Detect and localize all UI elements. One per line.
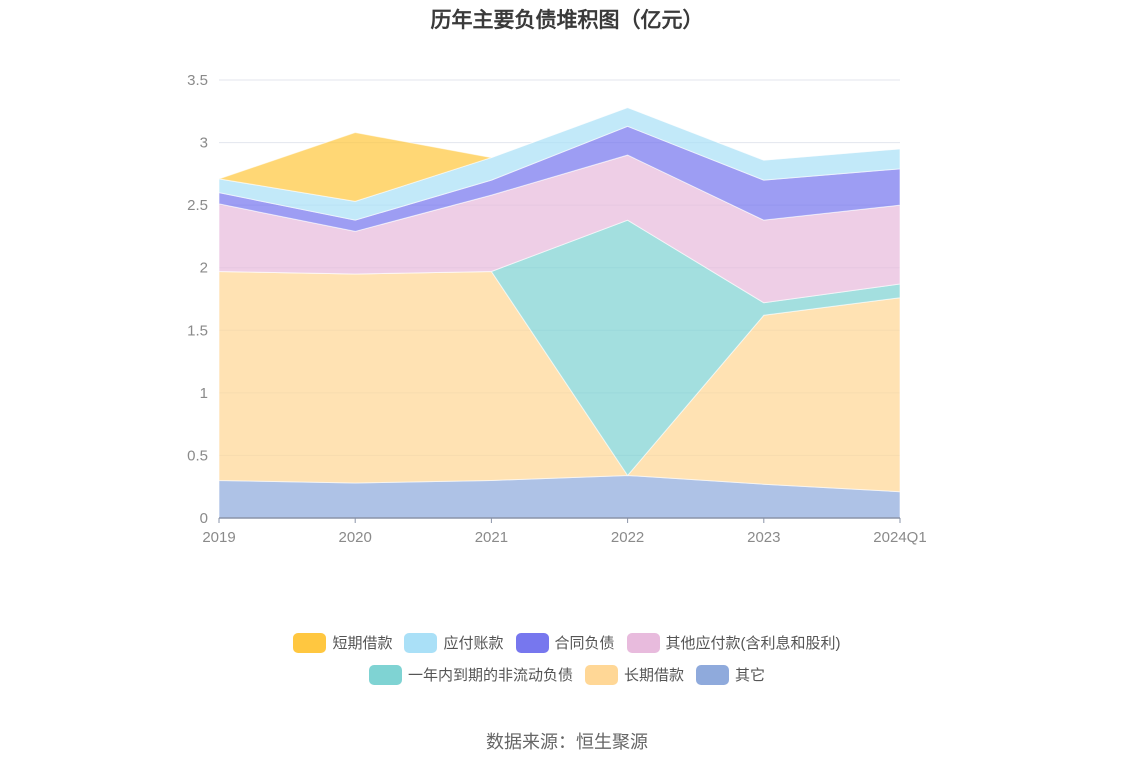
- area-series: [218, 106, 901, 519]
- legend-swatch: [368, 664, 402, 685]
- legend-item[interactable]: 长期借款: [584, 664, 684, 685]
- y-tick-label: 0: [200, 510, 208, 527]
- legend-label: 应付账款: [443, 635, 504, 652]
- legend-label: 合同负债: [554, 635, 615, 652]
- x-tick-label: 2022: [611, 529, 644, 546]
- legend-swatch: [584, 664, 618, 685]
- x-tick-label: 2024Q1: [873, 529, 926, 546]
- y-tick-label: 2.5: [187, 197, 208, 214]
- area-series-6: [218, 106, 901, 202]
- legend-label: 其他应付款(含利息和股利): [665, 635, 841, 652]
- legend-row-2: 一年内到期的非流动负债 长期借款 其它: [0, 664, 1134, 685]
- y-tick-label: 0.5: [187, 447, 208, 464]
- y-tick-label: 3.5: [187, 72, 208, 89]
- x-tick-label: 2021: [475, 529, 508, 546]
- legend-label: 长期借款: [623, 667, 684, 684]
- y-tick-label: 3: [200, 135, 208, 152]
- legend-item[interactable]: 应付账款: [404, 632, 504, 653]
- x-tick-label: 2020: [339, 529, 372, 546]
- legend-swatch: [696, 664, 729, 685]
- y-tick-label: 2: [200, 260, 208, 277]
- legend-item[interactable]: 其他应付款(含利息和股利): [626, 632, 841, 653]
- chart-title: 历年主要负债堆积图（亿元）: [430, 9, 704, 32]
- legend-item[interactable]: 合同负债: [515, 632, 615, 653]
- legend-row-1: 短期借款 应付账款 合同负债 其他应付款(含利息和股利): [0, 632, 1134, 653]
- y-tick-label: 1: [200, 385, 208, 402]
- legend-item[interactable]: 一年内到期的非流动负债: [368, 664, 573, 685]
- legend-item[interactable]: 其它: [696, 664, 765, 685]
- legend-label: 短期借款: [332, 635, 393, 652]
- axes: 0 0.5 1 1.5 2 2.5 3 3.5 2019 2020 2021 2022 2023 2024…: [187, 72, 927, 546]
- y-tick-label: 1.5: [187, 322, 208, 339]
- x-tick-label: 2019: [202, 529, 235, 546]
- legend-item[interactable]: 短期借款: [293, 632, 392, 653]
- legend-swatch: [626, 632, 660, 653]
- legend-label: 其它: [735, 667, 766, 684]
- legend-swatch: [293, 632, 327, 653]
- legend-swatch: [515, 632, 549, 653]
- data-source: 数据来源：恒生聚源: [486, 732, 648, 752]
- legend-label: 一年内到期的非流动负债: [407, 667, 573, 684]
- x-tick-label: 2023: [747, 529, 780, 546]
- legend-swatch: [404, 632, 438, 653]
